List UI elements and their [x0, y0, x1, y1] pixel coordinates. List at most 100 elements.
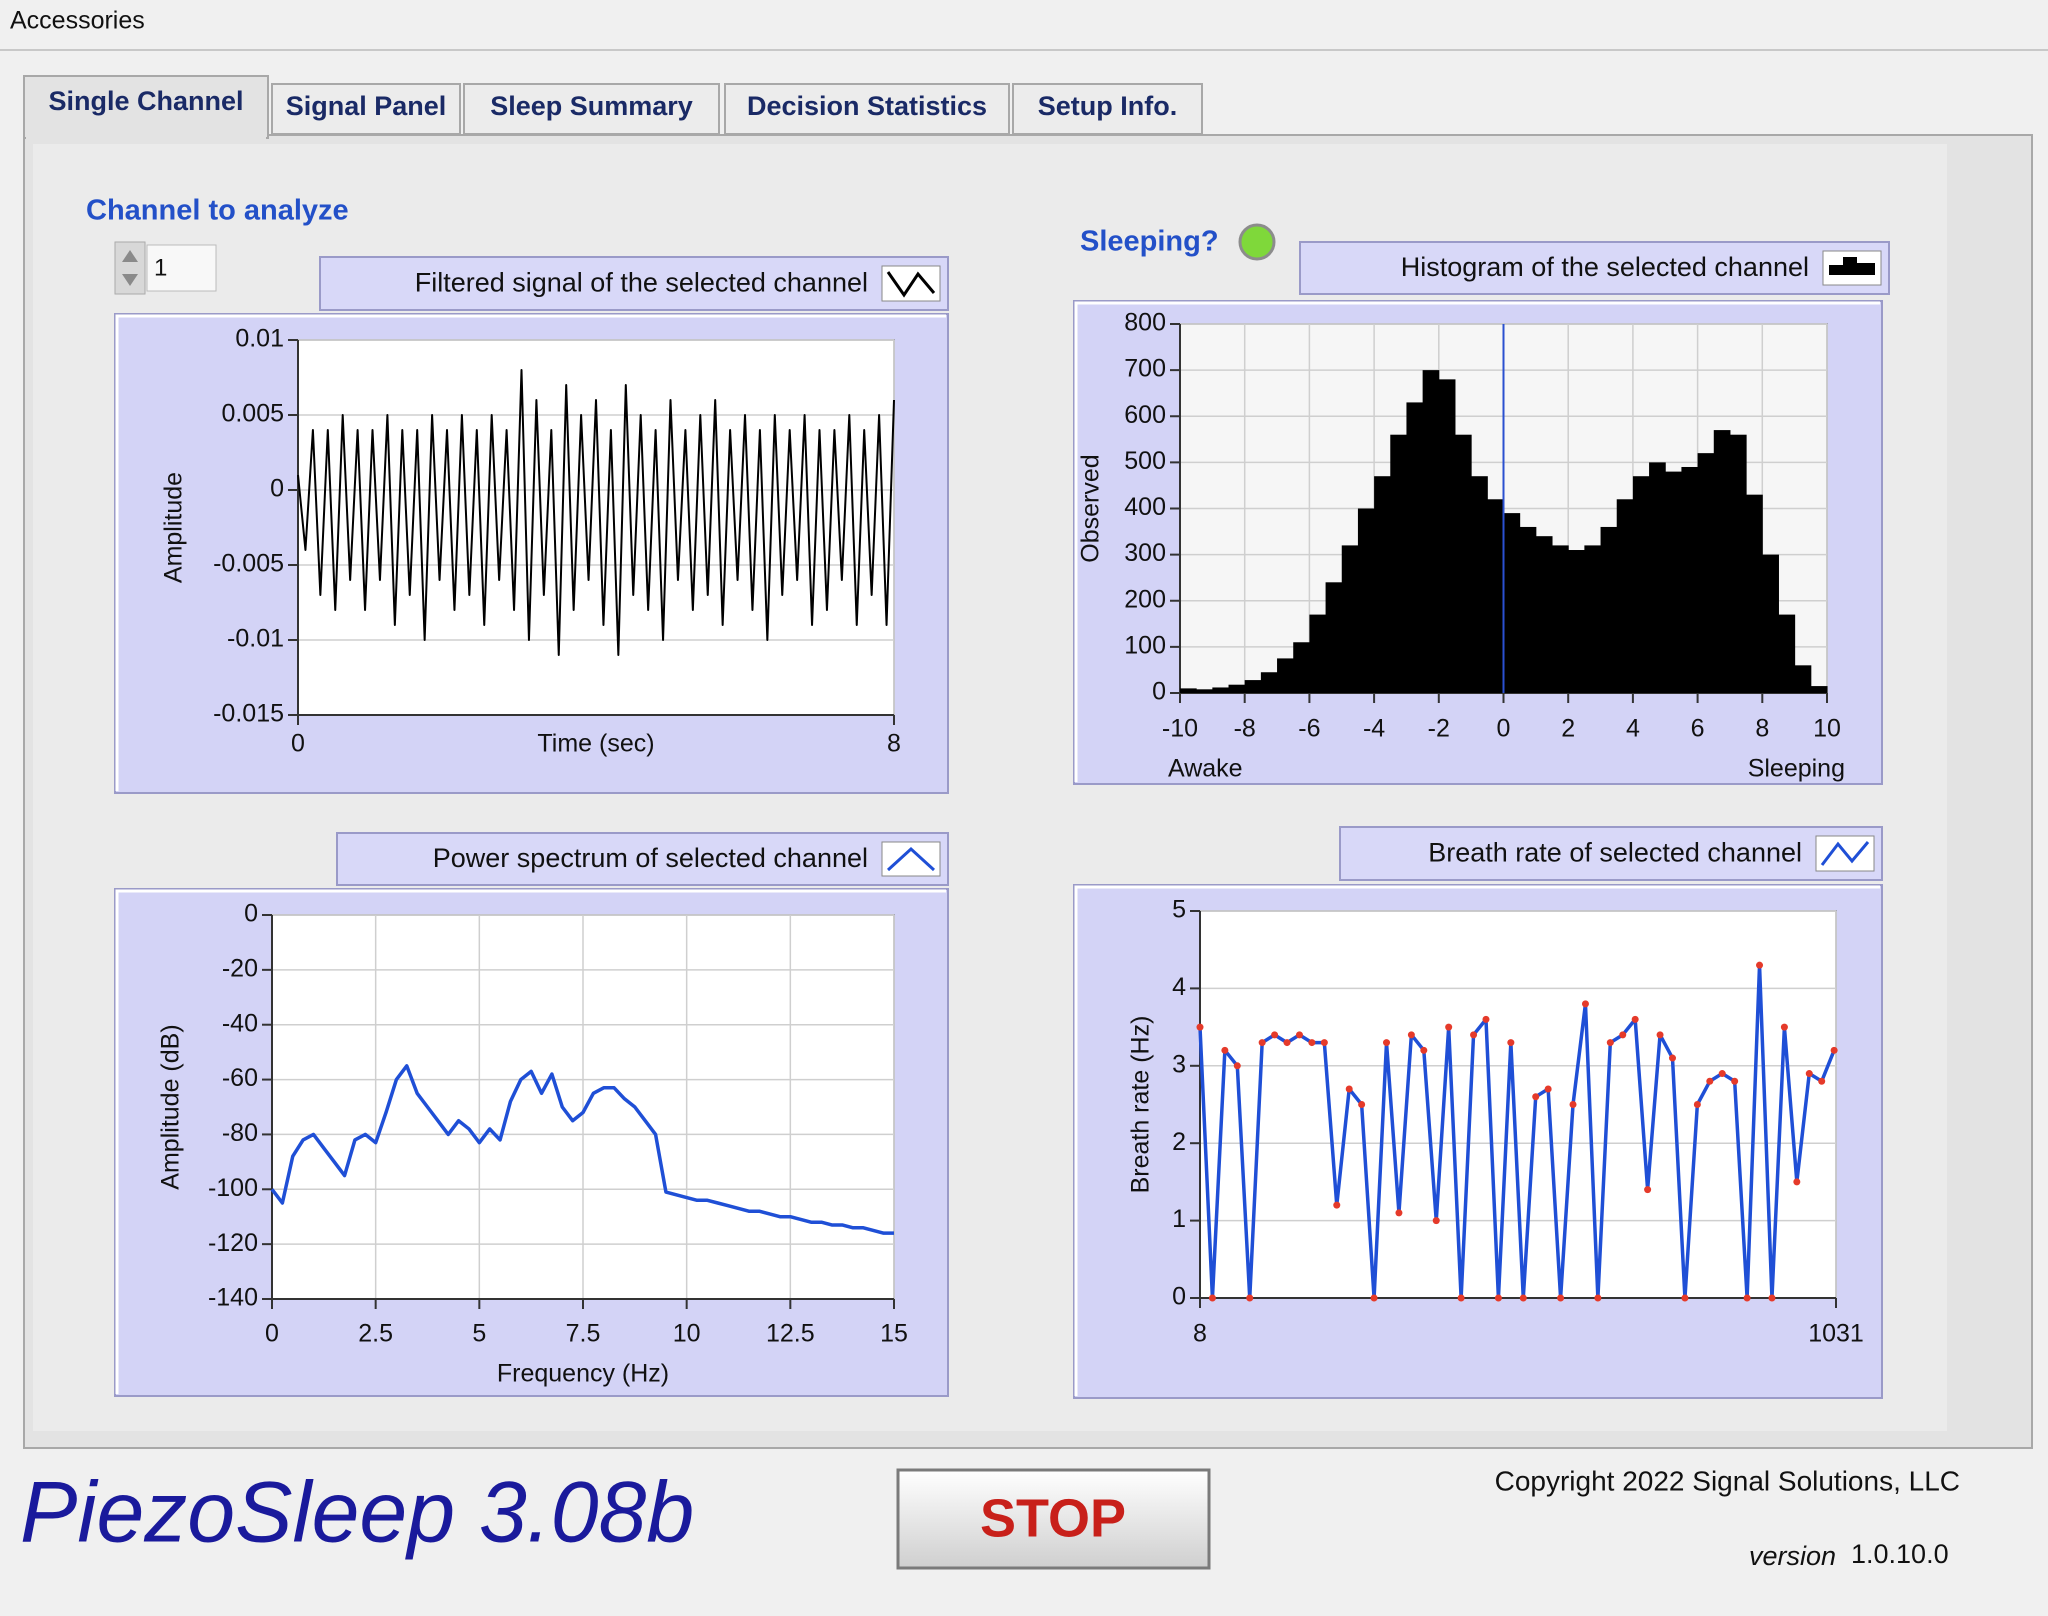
- y-tick-label: 500: [1124, 447, 1166, 475]
- histogram-bar: [1794, 665, 1812, 693]
- legend-icon: [886, 846, 936, 872]
- histogram-bar: [1810, 686, 1828, 693]
- axis-annotation: Awake: [1168, 755, 1243, 783]
- y-tick-label: -140: [208, 1284, 258, 1312]
- data-point: [1756, 961, 1764, 969]
- tab-label[interactable]: Single Channel: [48, 86, 243, 116]
- data-point: [1519, 1294, 1527, 1302]
- y-tick-label: 0: [1152, 678, 1166, 706]
- plot-area: [1199, 910, 1837, 1299]
- tab-label[interactable]: Decision Statistics: [747, 91, 987, 121]
- histogram-bar: [1729, 434, 1747, 693]
- spinner[interactable]: [114, 241, 146, 295]
- data-point: [1544, 1085, 1552, 1093]
- histogram-bar: [1746, 494, 1763, 693]
- histogram-bar: [1535, 536, 1553, 693]
- data-point: [1445, 1023, 1453, 1031]
- data-point: [1644, 1186, 1652, 1194]
- data-point: [1246, 1294, 1254, 1302]
- histogram-bar: [1487, 499, 1504, 693]
- data-point: [1619, 1031, 1627, 1039]
- y-tick-label: -100: [208, 1174, 258, 1202]
- y-tick-label: 0.005: [221, 400, 284, 428]
- x-tick-label: 1031: [1808, 1320, 1864, 1348]
- data-point: [1208, 1294, 1216, 1302]
- tab[interactable]: [23, 75, 269, 139]
- chart: Breath rate of selected channel 5 4 3 2 1 08 10…: [1073, 826, 1883, 1399]
- data-point: [1668, 1054, 1676, 1062]
- data-point: [1718, 1070, 1726, 1078]
- y-tick-label: 4: [1172, 973, 1186, 1001]
- version: 1.0.10.0: [1851, 1539, 1949, 1569]
- y-tick-label: 3: [1172, 1050, 1186, 1078]
- chart-title-box: [1339, 826, 1883, 881]
- data-point: [1656, 1031, 1664, 1039]
- histogram-bar: [1422, 370, 1440, 693]
- data-point: [1557, 1294, 1565, 1302]
- tab[interactable]: [463, 83, 720, 135]
- y-tick-label: 2: [1172, 1128, 1186, 1156]
- numeric-input[interactable]: [146, 244, 217, 292]
- tab[interactable]: [1012, 83, 1203, 135]
- data-point: [1395, 1209, 1403, 1217]
- x-axis-label: Frequency (Hz): [497, 1360, 669, 1388]
- histogram-bar: [1212, 687, 1230, 693]
- y-tick-label: 600: [1124, 401, 1166, 429]
- histogram-bar: [1374, 476, 1391, 693]
- x-tick-label: 0: [265, 1320, 279, 1348]
- x-tick-label: -2: [1428, 715, 1450, 743]
- copyright: Copyright 2022 Signal Solutions, LLC: [1495, 1465, 1960, 1496]
- data-point: [1345, 1085, 1353, 1093]
- histogram-bar: [1762, 554, 1779, 693]
- tab-label[interactable]: Setup Info.: [1038, 91, 1177, 121]
- x-tick-label: 5: [472, 1320, 486, 1348]
- x-tick-label: 12.5: [766, 1320, 815, 1348]
- histogram-bar: [1357, 508, 1375, 693]
- data-point: [1196, 1023, 1204, 1031]
- histogram-bar: [1632, 476, 1650, 693]
- frame-bevel: [1074, 885, 1880, 1396]
- histogram-bar: [1454, 434, 1472, 693]
- histogram-bar: [1325, 582, 1343, 693]
- histogram-bar: [1438, 379, 1456, 693]
- x-axis-label: Time (sec): [537, 730, 654, 758]
- menu-item[interactable]: Accessories: [10, 7, 145, 35]
- axis-annotation: Sleeping: [1748, 755, 1845, 783]
- stop-button-label[interactable]: STOP: [980, 1488, 1126, 1548]
- frame-bevel: [115, 889, 946, 1394]
- legend-icon: [886, 271, 936, 298]
- chart-title: Power spectrum of selected channel: [433, 843, 868, 873]
- x-tick-label: 8: [1755, 715, 1769, 743]
- chart: Histogram of the selected channel8007006…: [1073, 241, 1890, 785]
- x-tick-label: 8: [887, 730, 901, 758]
- legend-icon: [1820, 841, 1870, 866]
- chart-title-box: [1299, 241, 1890, 295]
- y-tick-label: 0: [270, 475, 284, 503]
- data-line: [270, 1064, 894, 1235]
- data-point: [1457, 1294, 1465, 1302]
- histogram-bar: [1180, 688, 1197, 693]
- histogram-bar: [1309, 614, 1327, 693]
- stop-button[interactable]: [896, 1468, 1211, 1570]
- x-tick-label: 10: [673, 1320, 701, 1348]
- app-name: PiezoSleep 3.08b: [20, 1465, 694, 1561]
- tab-active-join: [26, 130, 266, 140]
- y-axis-label: Amplitude (dB): [157, 1024, 185, 1189]
- chart-title: Histogram of the selected channel: [1401, 252, 1809, 282]
- tab[interactable]: [271, 83, 461, 135]
- y-tick-label: 0: [1172, 1283, 1186, 1311]
- legend-icon: [1829, 257, 1875, 275]
- x-tick-label: 2.5: [358, 1320, 393, 1348]
- data-point: [1494, 1294, 1502, 1302]
- tab-label[interactable]: Sleep Summary: [490, 91, 693, 121]
- data-point: [1569, 1101, 1577, 1108]
- tab-label[interactable]: Signal Panel: [286, 91, 447, 121]
- data-point: [1233, 1062, 1241, 1070]
- histogram-bar: [1260, 672, 1278, 693]
- chart-title-box: [336, 832, 949, 886]
- histogram-bar: [1293, 642, 1310, 693]
- tab[interactable]: [724, 83, 1010, 135]
- histogram-bar: [1713, 430, 1731, 693]
- x-tick-label: 15: [880, 1320, 908, 1348]
